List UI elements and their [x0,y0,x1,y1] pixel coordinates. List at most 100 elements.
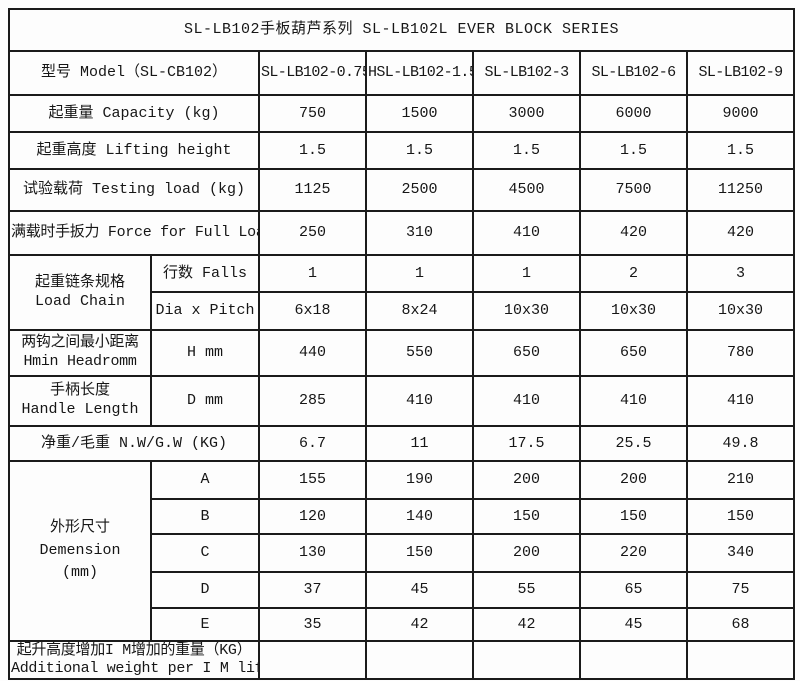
row-dimension-b: B 120 140 150 150 150 [9,498,796,535]
value-cell [258,640,367,680]
sub-label-d-mm: D mm [150,375,260,427]
handle-label-en: Handle Length [21,401,139,418]
row-label-dimension: 外形尺寸 Demension (mm) [8,460,152,642]
row-label-load-chain: 起重链条规格 Load Chain [8,254,152,331]
row-label-lifting-height: 起重高度 Lifting height [8,131,260,170]
load-chain-label-en: Load Chain [34,292,125,310]
value-cell: 150 [685,498,796,535]
dimension-label-unit: (mm) [61,564,98,582]
model-cell: SL-LB102-9 [685,50,796,96]
value-cell: 410 [685,375,796,427]
sub-label-dim-d: D [150,571,260,609]
value-cell: 35 [258,607,367,642]
value-cell: 1.5 [685,131,796,170]
sub-label-falls: 行数 Falls [150,254,260,293]
value-cell: 200 [472,533,581,573]
headroom-label-en: Hmin Headromm [23,353,137,370]
value-cell: 650 [472,329,581,377]
sub-label-dim-e: E [150,607,260,642]
value-cell: 49.8 [685,425,796,462]
additional-weight-label-cn: 起升高度增加I M增加的重量（KG） [16,642,252,659]
value-cell: 1.5 [258,131,367,170]
value-cell: 55 [472,571,581,609]
value-cell: 140 [365,498,474,535]
value-cell: 6000 [579,94,688,133]
value-cell: 410 [472,375,581,427]
value-cell [472,640,581,680]
value-cell: 210 [685,460,796,500]
value-cell: 410 [472,210,581,256]
value-cell: 1 [365,254,474,293]
value-cell: 410 [579,375,688,427]
value-cell: 42 [365,607,474,642]
value-cell: 4500 [472,168,581,212]
model-cell: SL-LB102-6 [579,50,688,96]
value-cell: 9000 [685,94,796,133]
value-cell: 10x30 [579,291,688,331]
value-cell: 310 [365,210,474,256]
row-net-gross-weight: 净重/毛重 N.W/G.W (KG) 6.7 11 17.5 25.5 49.8 [8,425,796,462]
sub-label-dim-b: B [150,498,260,535]
row-dimension-a: 外形尺寸 Demension (mm) A 155 190 200 200 21… [8,460,796,642]
dimension-label-cn: 外形尺寸 [49,519,110,537]
value-cell: 190 [365,460,474,500]
value-cell: 7500 [579,168,688,212]
handle-label-cn: 手柄长度 [49,382,110,400]
value-cell: 10x30 [472,291,581,331]
value-cell: 200 [472,460,581,500]
row-capacity: 起重量 Capacity (kg) 750 1500 3000 6000 900… [8,94,796,133]
value-cell: 45 [365,571,474,609]
value-cell: 750 [258,94,367,133]
row-model: 型号 Model（SL-CB102） SL-LB102-0.75 HSL-LB1… [8,50,796,96]
value-cell: 2 [579,254,688,293]
row-label-force-full-load: 满载时手扳力 Force for Full Load [8,210,260,256]
value-cell: 420 [579,210,688,256]
table-title: SL-LB102手板葫芦系列 SL-LB102L EVER BLOCK SERI… [7,8,796,52]
load-chain-label-cn: 起重链条规格 [34,273,125,291]
value-cell: 1500 [365,94,474,133]
row-additional-weight: 起升高度增加I M增加的重量（KG） Additional weight per… [8,640,796,680]
row-dimension-e: E 35 42 42 45 68 [9,607,796,642]
value-cell: 10x30 [685,291,796,331]
value-cell: 130 [258,533,367,573]
row-handle-length: 手柄长度 Handle Length D mm 285 410 410 410 … [8,375,796,427]
value-cell: 550 [365,329,474,377]
row-headroom: 两钩之间最小距离 Hmin Headromm H mm 440 550 650 … [8,329,796,377]
value-cell: 150 [365,533,474,573]
value-cell: 3000 [472,94,581,133]
row-label-handle-length: 手柄长度 Handle Length [8,375,152,427]
value-cell: 220 [579,533,688,573]
value-cell: 68 [685,607,796,642]
spec-table: SL-LB102手板葫芦系列 SL-LB102L EVER BLOCK SERI… [7,8,796,680]
row-label-headroom: 两钩之间最小距离 Hmin Headromm [8,329,152,377]
row-label-capacity: 起重量 Capacity (kg) [8,94,260,133]
row-label-testing-load: 试验载荷 Testing load (kg) [8,168,260,212]
row-dimension-c: C 130 150 200 220 340 [9,533,796,573]
row-label-additional-weight: 起升高度增加I M增加的重量（KG） Additional weight per… [8,640,260,680]
value-cell [579,640,688,680]
value-cell: 1.5 [579,131,688,170]
value-cell: 780 [685,329,796,377]
value-cell: 150 [472,498,581,535]
additional-weight-label-en: Additional weight per I M lift [11,660,259,677]
dimension-label-en: Demension [39,541,121,559]
value-cell: 420 [685,210,796,256]
value-cell: 120 [258,498,367,535]
value-cell: 6x18 [258,291,367,331]
title-row: SL-LB102手板葫芦系列 SL-LB102L EVER BLOCK SERI… [7,8,796,52]
value-cell: 42 [472,607,581,642]
value-cell: 11 [365,425,474,462]
value-cell: 11250 [685,168,796,212]
row-label-net-gross-weight: 净重/毛重 N.W/G.W (KG) [8,425,260,462]
sub-label-dim-a: A [150,460,260,500]
row-label-model: 型号 Model（SL-CB102） [8,50,260,96]
value-cell: 37 [258,571,367,609]
value-cell: 17.5 [472,425,581,462]
model-cell: SL-LB102-3 [472,50,581,96]
value-cell: 75 [685,571,796,609]
value-cell [365,640,474,680]
value-cell: 410 [365,375,474,427]
value-cell [685,640,796,680]
value-cell: 6.7 [258,425,367,462]
